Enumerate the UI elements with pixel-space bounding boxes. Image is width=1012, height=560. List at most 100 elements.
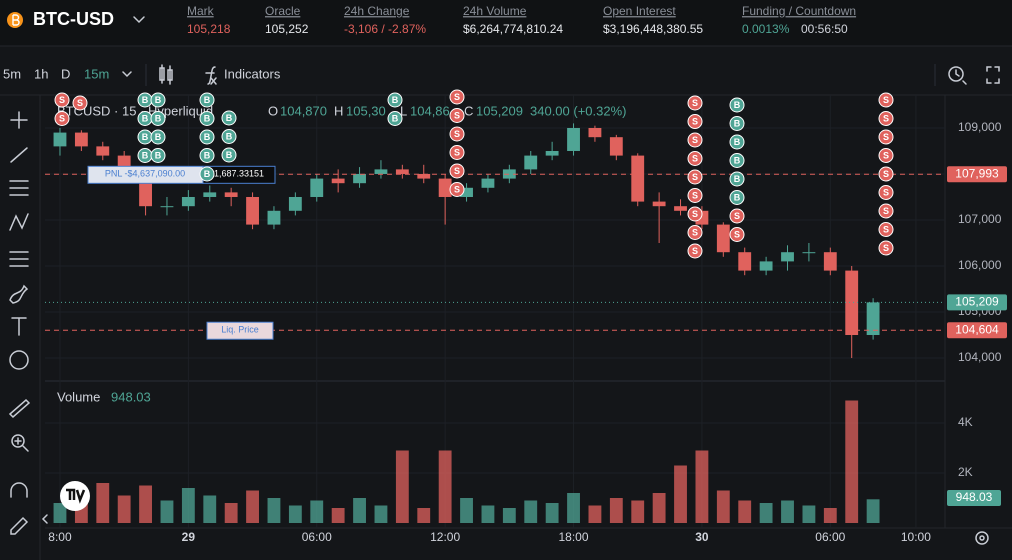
trade-marker[interactable] xyxy=(729,153,745,168)
trade-marker[interactable] xyxy=(449,108,465,123)
trade-marker[interactable] xyxy=(729,227,745,242)
price-label: 104,604 xyxy=(955,322,999,336)
trade-marker[interactable] xyxy=(150,111,166,126)
legend-high-label: H xyxy=(334,103,343,118)
trade-marker[interactable] xyxy=(878,222,894,237)
trade-marker[interactable] xyxy=(199,111,215,126)
symbol-dropdown[interactable] xyxy=(133,16,145,24)
magnet-tool[interactable] xyxy=(10,482,28,498)
text-tool[interactable] xyxy=(11,317,27,336)
indicators-button[interactable]: Indicators xyxy=(224,66,281,81)
trade-marker[interactable] xyxy=(878,203,894,219)
trade-marker[interactable] xyxy=(687,206,703,222)
trade-marker[interactable] xyxy=(449,182,465,197)
trade-marker[interactable] xyxy=(150,148,166,163)
fullscreen-button[interactable] xyxy=(986,66,1000,84)
cross-tool[interactable] xyxy=(10,111,28,129)
trade-marker[interactable] xyxy=(729,190,745,205)
settings-button[interactable] xyxy=(975,531,989,545)
trade-marker[interactable] xyxy=(729,171,745,187)
trade-marker[interactable] xyxy=(687,169,703,185)
trade-marker[interactable] xyxy=(878,166,894,182)
trade-marker[interactable] xyxy=(387,92,403,108)
volume-bar xyxy=(203,495,217,523)
fib-tool[interactable] xyxy=(9,180,29,196)
symbol[interactable]: BTC-USD xyxy=(33,9,114,29)
trade-marker[interactable] xyxy=(687,188,703,203)
measure-tool[interactable] xyxy=(8,398,31,419)
brush-tool[interactable] xyxy=(9,284,29,304)
trade-marker[interactable] xyxy=(729,208,745,224)
trade-marker[interactable] xyxy=(54,111,70,126)
stat-value: 00:56:50 xyxy=(801,22,848,36)
trade-marker[interactable] xyxy=(878,129,894,145)
interval-button[interactable]: 5m xyxy=(3,66,21,81)
trade-marker[interactable] xyxy=(687,114,703,129)
trade-marker[interactable] xyxy=(199,166,215,182)
trade-marker[interactable] xyxy=(729,116,745,131)
candle-body xyxy=(845,270,859,336)
emoji-tool[interactable] xyxy=(9,350,29,370)
trade-marker[interactable] xyxy=(878,111,894,126)
trade-marker[interactable] xyxy=(54,92,70,108)
trade-marker[interactable] xyxy=(221,129,237,144)
trade-marker[interactable] xyxy=(878,185,894,200)
drawing-tools[interactable] xyxy=(8,111,31,535)
trade-marker[interactable] xyxy=(449,145,465,160)
interval-button[interactable]: 1h xyxy=(34,66,48,81)
volume-bar xyxy=(588,505,602,523)
trade-marker[interactable] xyxy=(687,95,703,111)
fx-icon[interactable] xyxy=(205,66,217,85)
volume-bar xyxy=(674,465,687,523)
volume-bar xyxy=(417,508,431,523)
projection-tool[interactable] xyxy=(9,251,29,267)
trade-marker-label: S xyxy=(454,110,460,120)
volume-bar xyxy=(353,498,366,523)
trade-marker[interactable] xyxy=(729,134,745,150)
trade-marker[interactable] xyxy=(150,129,166,145)
candle-body xyxy=(417,173,431,179)
trade-marker[interactable] xyxy=(449,163,465,179)
candle-body xyxy=(53,132,67,147)
trade-marker[interactable] xyxy=(687,225,703,240)
trade-marker[interactable] xyxy=(449,126,465,142)
trade-marker[interactable] xyxy=(150,92,166,108)
trade-marker[interactable] xyxy=(72,95,88,111)
trade-marker[interactable] xyxy=(221,147,237,163)
candle-body xyxy=(716,224,730,253)
interval-dropdown[interactable] xyxy=(122,71,132,78)
y-tick-label: 106,000 xyxy=(958,258,1002,272)
scroll-left[interactable] xyxy=(41,514,48,524)
trade-marker[interactable] xyxy=(199,148,215,163)
volume-bar xyxy=(96,483,110,523)
candle-body xyxy=(674,206,687,211)
alert-button[interactable] xyxy=(948,66,967,85)
trade-marker[interactable] xyxy=(387,111,403,126)
interval-button[interactable]: D xyxy=(61,66,70,81)
zoom-tool[interactable] xyxy=(11,434,29,452)
trade-marker[interactable] xyxy=(878,92,894,108)
trade-marker[interactable] xyxy=(729,97,745,113)
trade-marker-label: B xyxy=(204,150,211,160)
x-tick-label: 10:00 xyxy=(901,530,931,544)
trade-marker[interactable] xyxy=(878,148,894,163)
pattern-tool[interactable] xyxy=(9,213,29,231)
trade-marker-label: S xyxy=(692,190,698,200)
trade-marker[interactable] xyxy=(199,129,215,145)
trade-marker[interactable] xyxy=(449,89,465,105)
trade-marker-label: S xyxy=(454,92,460,102)
trade-marker[interactable] xyxy=(687,132,703,148)
trade-marker[interactable] xyxy=(221,110,237,126)
candle-type-button[interactable] xyxy=(159,64,173,85)
trade-marker-label: B xyxy=(226,113,233,123)
x-tick-label: 06:00 xyxy=(302,530,332,544)
candle-body xyxy=(374,169,388,174)
candle-body xyxy=(310,178,324,197)
trade-marker[interactable] xyxy=(878,240,894,256)
trade-marker[interactable] xyxy=(199,92,215,108)
trade-marker[interactable] xyxy=(687,243,703,259)
trade-marker[interactable] xyxy=(687,151,703,166)
line-tool[interactable] xyxy=(10,147,28,163)
interval-button[interactable]: 15m xyxy=(84,66,109,81)
lock-tool[interactable] xyxy=(10,516,29,535)
